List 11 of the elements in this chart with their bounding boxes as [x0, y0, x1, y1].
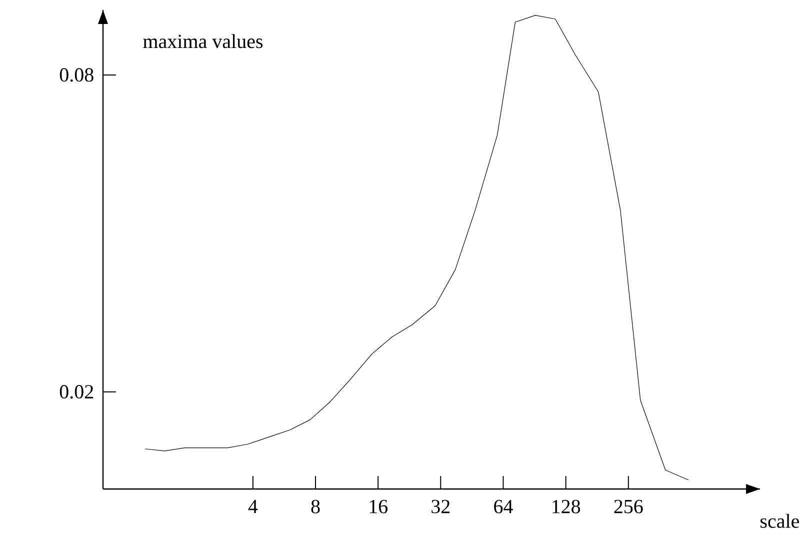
y-tick-label: 0.08	[60, 68, 94, 82]
x-tick-label: 64	[494, 500, 513, 514]
x-tick-label: 8	[311, 500, 320, 514]
y-tick-label: 0.02	[60, 385, 94, 399]
x-tick-label: 4	[248, 500, 258, 514]
x-tick-label: 32	[432, 500, 450, 514]
y-axis-title: maxima values	[143, 34, 263, 48]
x-tick-label: 128	[552, 500, 580, 514]
x-tick-label: 256	[614, 500, 643, 514]
x-tick-label: 16	[370, 500, 388, 514]
x-axis-title: scale	[760, 514, 800, 528]
